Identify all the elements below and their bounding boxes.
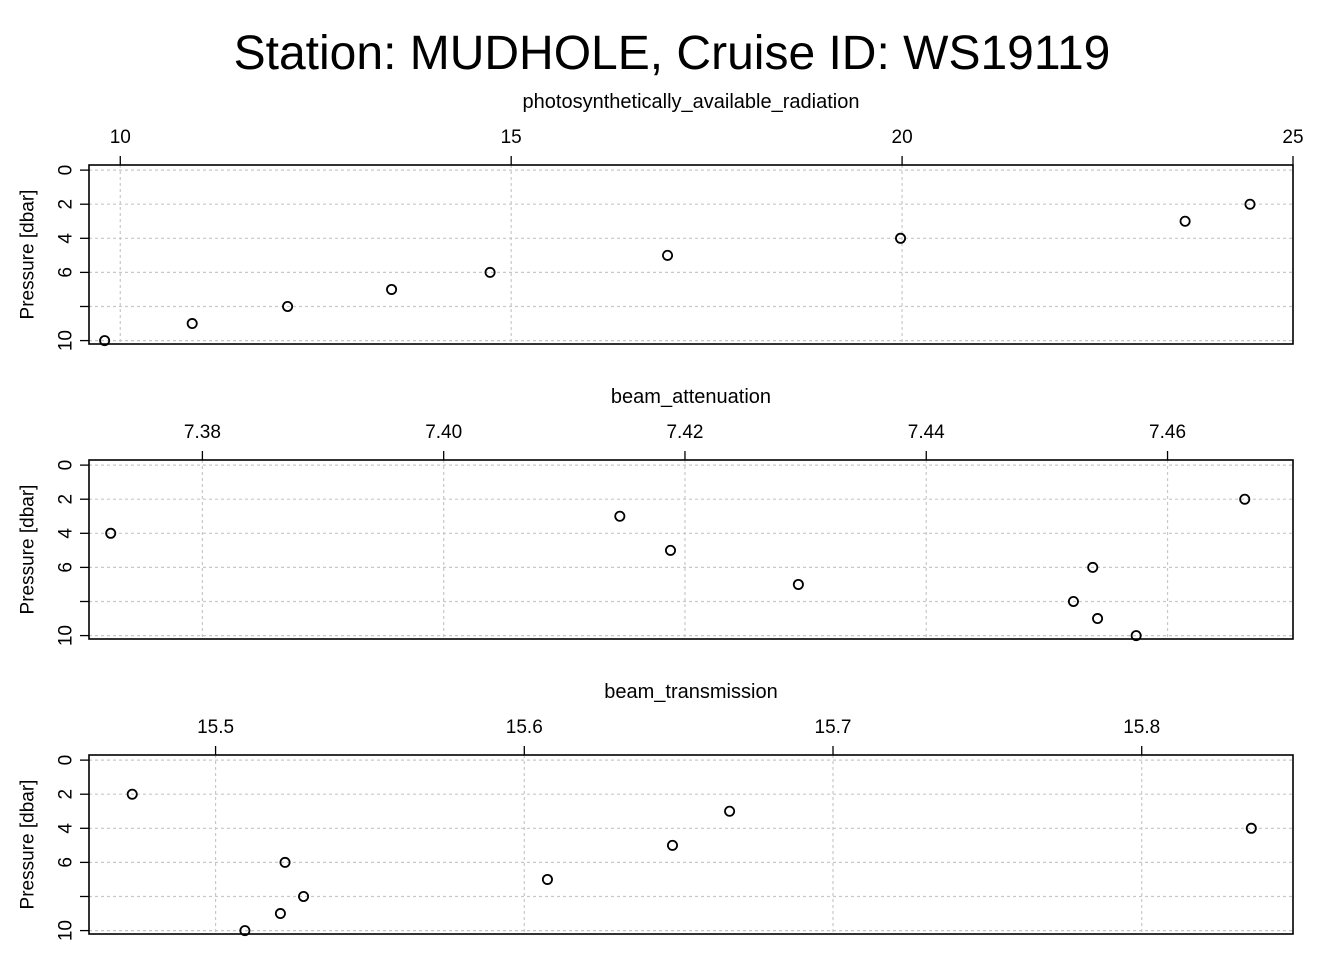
chart-panels: photosynthetically_available_radiation 10… — [18, 91, 1304, 941]
data-point — [664, 544, 676, 556]
x-tick-label: 7.40 — [425, 422, 462, 443]
plot-frame — [88, 164, 1294, 345]
data-point — [279, 856, 291, 868]
data-point — [484, 266, 496, 278]
panel-2: beam_attenuation 7.38 7.40 7.42 7.44 7.46 0 2 4 6… — [18, 386, 1294, 646]
x-tick-label: 7.38 — [184, 422, 221, 443]
data-point — [1245, 822, 1257, 834]
y-tick-label: 4 — [56, 823, 77, 834]
data-point — [298, 890, 310, 902]
data-point — [1130, 630, 1142, 642]
y-tick-label: 10 — [56, 625, 77, 646]
y-axis-label: Pressure [dbar] — [18, 485, 39, 615]
y-axis-label: Pressure [dbar] — [18, 780, 39, 910]
data-point — [895, 232, 907, 244]
x-tick-label: 15.8 — [1123, 717, 1160, 738]
x-tick-label: 10 — [110, 127, 131, 148]
y-tick-label: 2 — [56, 494, 77, 505]
data-point — [1244, 198, 1256, 210]
plot-frame — [88, 754, 1294, 935]
y-tick-label: 0 — [56, 460, 77, 471]
y-tick-label: 2 — [56, 789, 77, 800]
y-tick-label: 10 — [56, 330, 77, 351]
x-tick-label: 7.46 — [1149, 422, 1186, 443]
x-tick-label: 7.44 — [908, 422, 945, 443]
x-tick-label: 15.7 — [815, 717, 852, 738]
x-tick-label: 15 — [501, 127, 522, 148]
data-point — [1087, 561, 1099, 573]
y-tick-label: 6 — [56, 857, 77, 868]
data-point — [186, 318, 198, 330]
data-point — [1092, 613, 1104, 625]
y-tick-label: 0 — [56, 755, 77, 766]
x-tick-label: 15.5 — [197, 717, 234, 738]
data-point — [105, 527, 117, 539]
data-point — [1179, 215, 1191, 227]
data-point — [792, 578, 804, 590]
x-tick-label: 7.42 — [666, 422, 703, 443]
panel-title: beam_transmission — [604, 681, 777, 703]
x-tick-label: 20 — [892, 127, 913, 148]
data-point — [1239, 493, 1251, 505]
chart-title: Station: MUDHOLE, Cruise ID: WS19119 — [234, 27, 1111, 80]
panel-1: photosynthetically_available_radiation 10… — [18, 91, 1304, 351]
data-point — [239, 925, 251, 937]
data-point — [614, 510, 626, 522]
y-tick-label: 10 — [56, 920, 77, 941]
y-axis-label: Pressure [dbar] — [18, 190, 39, 320]
data-point — [662, 249, 674, 261]
plot-frame — [88, 459, 1294, 640]
data-point — [99, 335, 111, 347]
data-point — [386, 283, 398, 295]
x-tick-label: 15.6 — [506, 717, 543, 738]
panel-title: photosynthetically_available_radiation — [523, 91, 860, 113]
y-tick-label: 6 — [56, 562, 77, 573]
data-point — [724, 805, 736, 817]
data-point — [126, 788, 138, 800]
panel-3: beam_transmission 15.5 15.6 15.7 15.8 0 2 4 6 10 P… — [18, 681, 1294, 941]
panel-title: beam_attenuation — [611, 386, 771, 408]
data-point — [541, 873, 553, 885]
data-point — [666, 839, 678, 851]
data-point — [282, 300, 294, 312]
y-tick-label: 0 — [56, 165, 77, 176]
y-tick-label: 4 — [56, 528, 77, 539]
data-point — [1067, 595, 1079, 607]
y-tick-label: 2 — [56, 199, 77, 210]
x-tick-label: 25 — [1282, 127, 1303, 148]
data-point — [274, 908, 286, 920]
y-tick-label: 6 — [56, 267, 77, 278]
y-tick-label: 4 — [56, 233, 77, 244]
